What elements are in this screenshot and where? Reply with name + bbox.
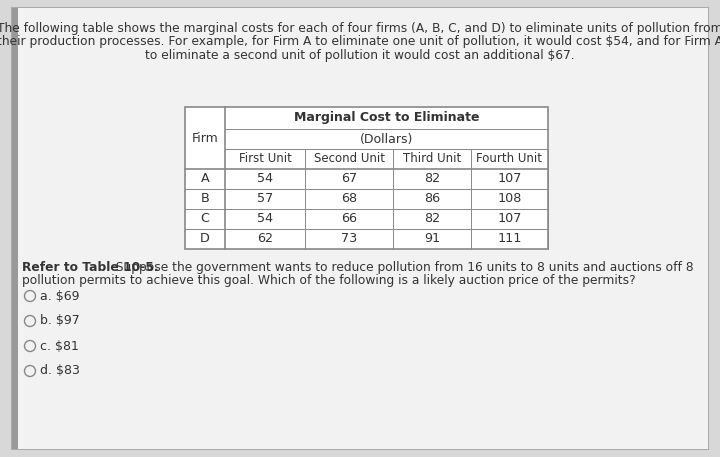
Text: (Dollars): (Dollars) (360, 133, 413, 145)
Text: c. $81: c. $81 (40, 340, 79, 352)
Text: Second Unit: Second Unit (313, 153, 384, 165)
Text: The following table shows the marginal costs for each of four firms (A, B, C, an: The following table shows the marginal c… (0, 22, 720, 35)
Text: 107: 107 (498, 213, 522, 225)
Text: a. $69: a. $69 (40, 289, 80, 303)
Text: 67: 67 (341, 172, 357, 186)
Text: Marginal Cost to Eliminate: Marginal Cost to Eliminate (294, 112, 480, 124)
Text: A: A (201, 172, 210, 186)
Text: 57: 57 (257, 192, 273, 206)
Text: B: B (201, 192, 210, 206)
Text: C: C (200, 213, 210, 225)
Bar (185, 107, 548, 249)
Text: Fourth Unit: Fourth Unit (477, 153, 542, 165)
Text: 82: 82 (424, 172, 440, 186)
Circle shape (24, 291, 35, 302)
Bar (12, 8, 18, 449)
Text: 62: 62 (257, 233, 273, 245)
Text: 82: 82 (424, 213, 440, 225)
Text: 91: 91 (424, 233, 440, 245)
Text: Firm: Firm (192, 132, 218, 144)
Circle shape (24, 340, 35, 351)
Text: their production processes. For example, for Firm A to eliminate one unit of pol: their production processes. For example,… (0, 36, 720, 48)
Text: 73: 73 (341, 233, 357, 245)
Text: 111: 111 (498, 233, 522, 245)
Text: d. $83: d. $83 (40, 365, 81, 377)
Text: Suppose the government wants to reduce pollution from 16 units to 8 units and au: Suppose the government wants to reduce p… (112, 261, 693, 274)
Text: 86: 86 (424, 192, 440, 206)
Text: Third Unit: Third Unit (403, 153, 461, 165)
Text: 66: 66 (341, 213, 357, 225)
Text: 54: 54 (257, 213, 273, 225)
Text: D: D (200, 233, 210, 245)
Text: to eliminate a second unit of pollution it would cost an additional $67.: to eliminate a second unit of pollution … (145, 49, 575, 62)
Text: 54: 54 (257, 172, 273, 186)
Circle shape (24, 366, 35, 377)
Text: 107: 107 (498, 172, 522, 186)
Text: First Unit: First Unit (238, 153, 292, 165)
Text: b. $97: b. $97 (40, 314, 80, 328)
Text: Refer to Table 10-5.: Refer to Table 10-5. (22, 261, 158, 274)
Text: pollution permits to achieve this goal. Which of the following is a likely aucti: pollution permits to achieve this goal. … (22, 274, 636, 287)
Circle shape (24, 315, 35, 326)
Text: 108: 108 (498, 192, 522, 206)
Text: 68: 68 (341, 192, 357, 206)
